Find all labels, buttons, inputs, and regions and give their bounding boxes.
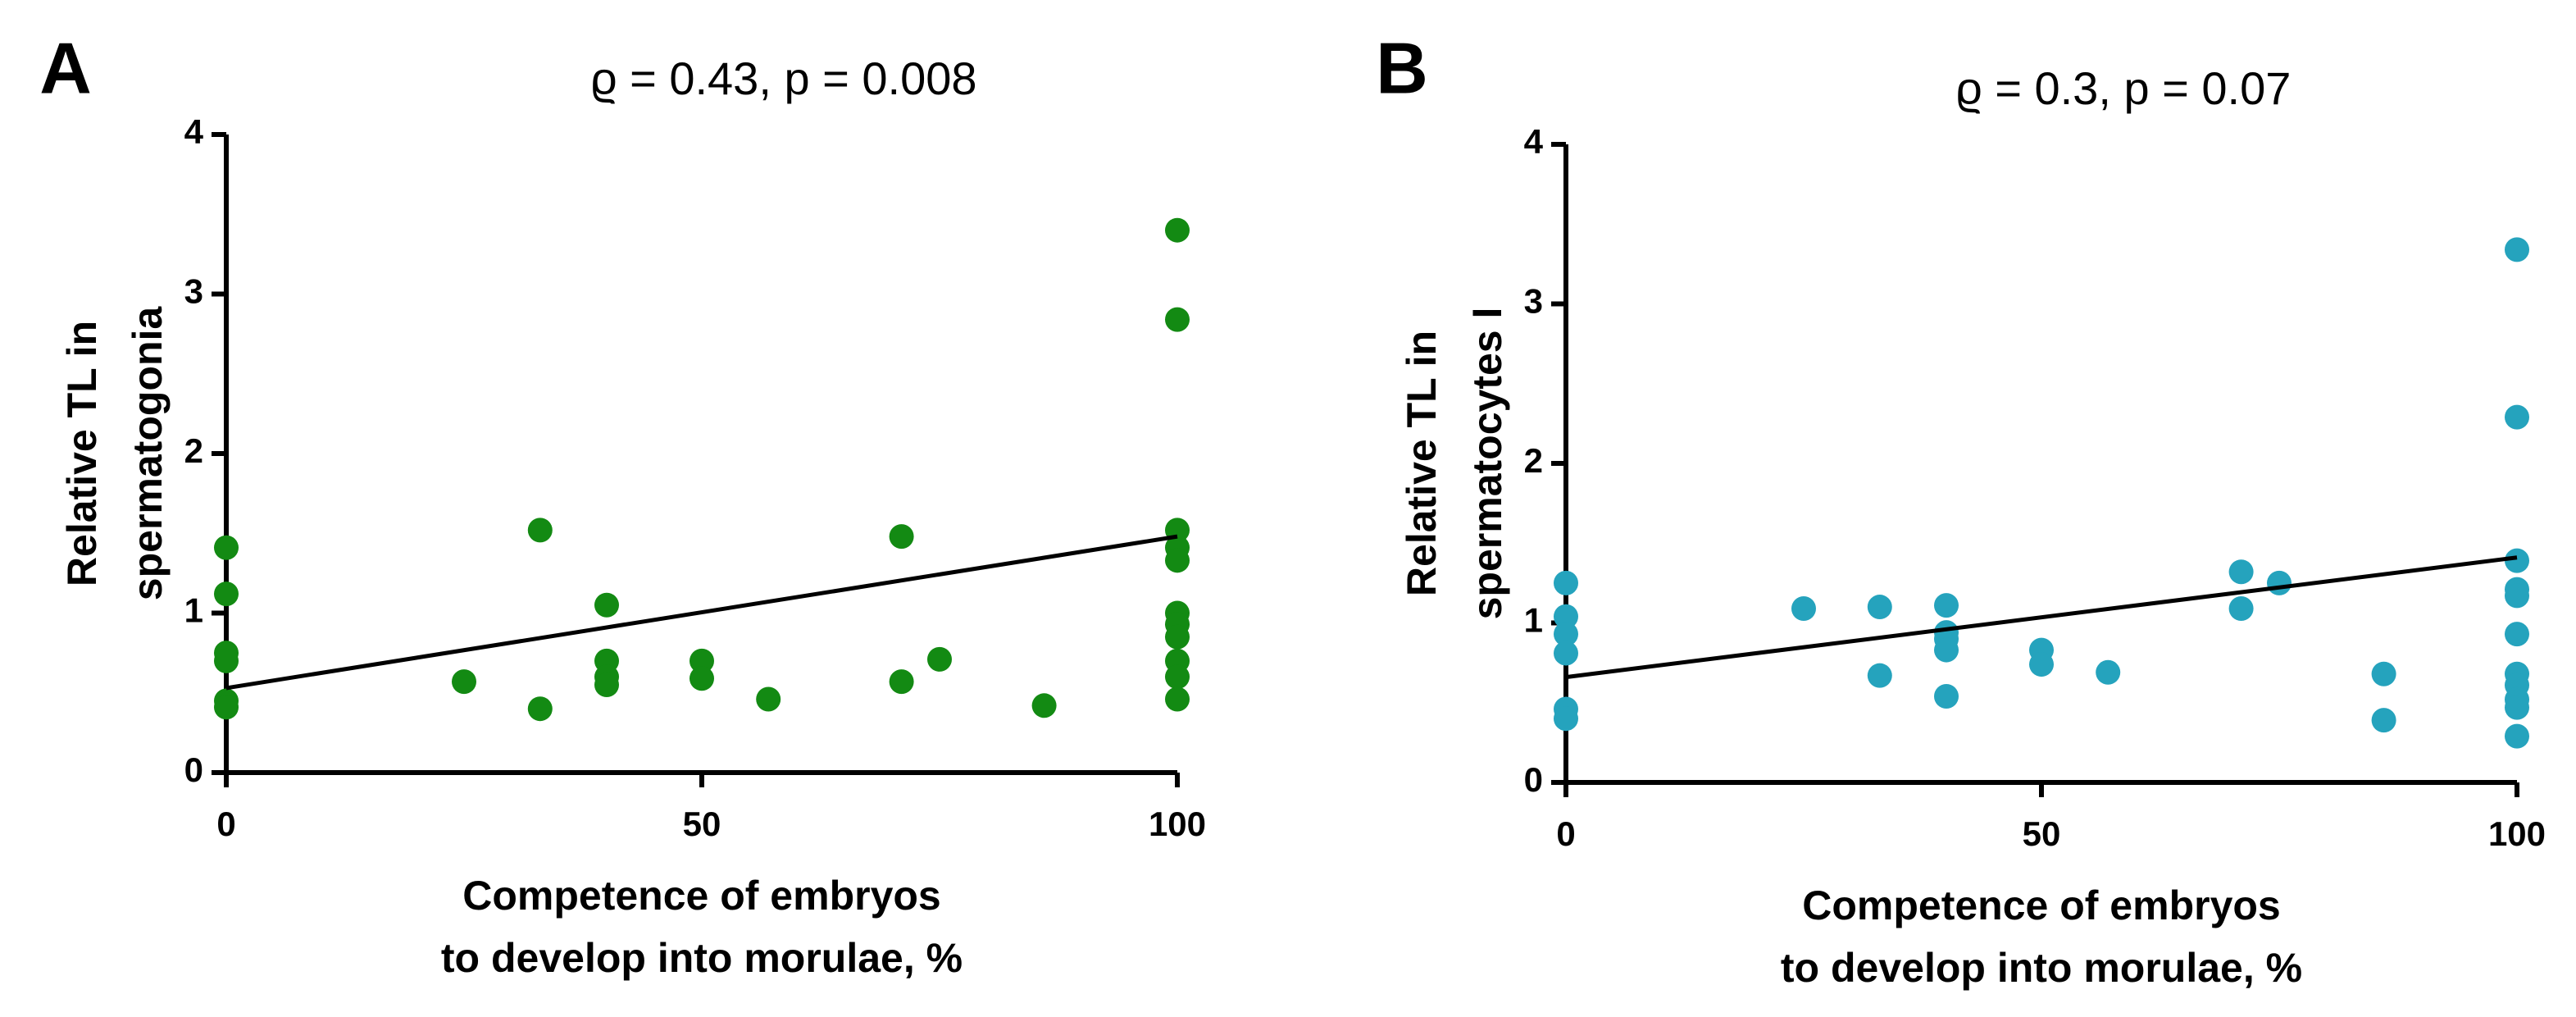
point: [2505, 622, 2529, 647]
point: [594, 673, 619, 698]
point: [1031, 693, 1057, 718]
point: [756, 686, 781, 712]
point: [2505, 723, 2529, 749]
y-tick-label: 3: [1524, 282, 1543, 321]
y-tick-label: 1: [1524, 601, 1543, 640]
x-tick-label: 50: [2023, 814, 2061, 853]
point: [2505, 548, 2529, 573]
point: [1165, 548, 1190, 573]
y-tick-label: 2: [184, 431, 203, 470]
x-axis-label: to develop into morulae, %: [1781, 945, 2302, 991]
point: [2505, 404, 2529, 430]
point: [1165, 307, 1190, 332]
regression-line: [225, 534, 1178, 691]
x-tick-label: 0: [1556, 814, 1575, 853]
point: [2228, 595, 2254, 621]
point: [927, 646, 952, 672]
y-axis-label: spermatocytes I: [1464, 308, 1510, 620]
point: [1867, 595, 1892, 620]
point: [452, 669, 476, 695]
x-tick-label: 0: [216, 805, 235, 843]
point: [214, 581, 239, 607]
point: [214, 535, 239, 560]
y-tick-label: 2: [1524, 441, 1543, 480]
x-axis-label: Competence of embryos: [1802, 882, 2280, 928]
panel-label: B: [1376, 27, 1428, 108]
chart-title: ϱ = 0.3, p = 0.07: [1956, 62, 2292, 114]
x-tick-label: 100: [2488, 814, 2546, 853]
point: [1165, 686, 1190, 712]
x-axis-label: to develop into morulae, %: [441, 935, 963, 981]
point: [1934, 683, 1959, 709]
y-tick-label: 1: [184, 591, 203, 630]
point: [2505, 583, 2529, 609]
point: [1165, 217, 1190, 243]
x-tick-label: 100: [1149, 805, 1206, 843]
y-tick-label: 0: [184, 750, 203, 789]
chart-title: ϱ = 0.43, p = 0.008: [590, 52, 976, 104]
point: [1554, 622, 1578, 647]
point: [1934, 593, 1959, 618]
point: [594, 592, 619, 618]
point: [214, 695, 239, 720]
point: [690, 666, 714, 691]
point: [690, 648, 714, 673]
x-axis-label: Competence of embryos: [462, 873, 940, 919]
point: [1867, 663, 1892, 688]
point: [1554, 570, 1578, 595]
point: [889, 524, 914, 550]
point: [889, 669, 914, 695]
point: [1165, 624, 1190, 650]
y-axis-label: Relative TL in: [1399, 331, 1445, 596]
y-tick-label: 0: [1524, 760, 1543, 799]
x-tick-label: 50: [683, 805, 721, 843]
point: [1934, 637, 1959, 663]
point: [1554, 706, 1578, 732]
point: [2505, 695, 2529, 720]
point: [2029, 652, 2054, 677]
point: [1165, 664, 1190, 690]
y-tick-label: 3: [184, 272, 203, 311]
point: [527, 518, 553, 543]
point: [214, 648, 239, 673]
point: [2371, 708, 2396, 733]
y-axis-label: Relative TL in: [59, 321, 105, 586]
point: [2371, 661, 2396, 686]
panel-label: A: [39, 27, 92, 108]
point: [2505, 237, 2529, 262]
y-tick-label: 4: [184, 112, 204, 151]
point: [1791, 595, 1816, 621]
y-axis-label: spermatogonia: [125, 306, 171, 601]
point: [1554, 604, 1578, 629]
point: [1554, 641, 1578, 666]
point: [2096, 659, 2121, 685]
point: [2228, 559, 2254, 585]
y-tick-label: 4: [1524, 122, 1544, 161]
point: [2267, 570, 2292, 595]
regression-line: [1565, 555, 2518, 680]
point: [527, 696, 553, 722]
